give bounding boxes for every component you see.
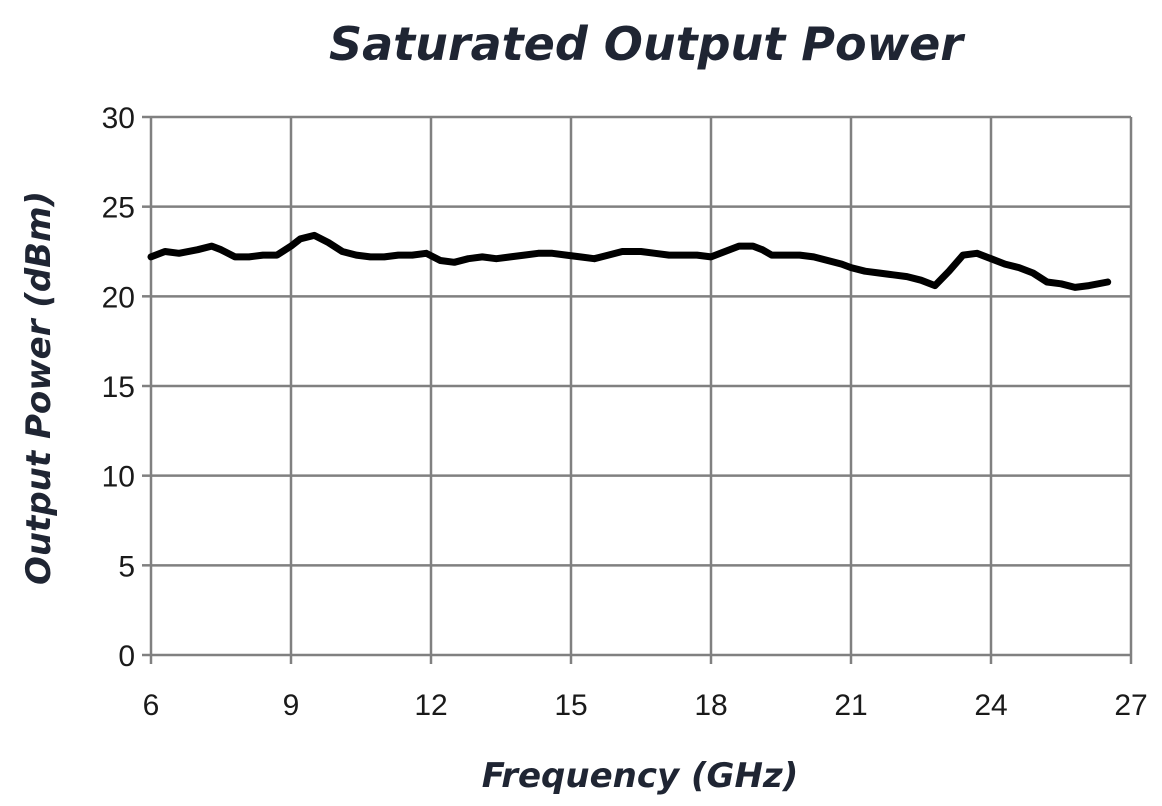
grid [142, 115, 1133, 664]
x-tick-labels: 6 9 12 15 18 21 24 27 [143, 689, 1148, 722]
y-tick-label: 5 [118, 550, 135, 583]
y-tick-label: 25 [102, 192, 135, 225]
series-line [147, 231, 1112, 291]
x-axis-title: Frequency (GHz) [482, 756, 799, 796]
x-tick-label: 15 [554, 689, 587, 722]
y-tick-label: 10 [102, 461, 135, 494]
y-tick-label: 15 [102, 371, 135, 404]
x-tick-label: 24 [974, 689, 1007, 722]
y-tick-label: 0 [118, 640, 135, 673]
x-tick-label: 21 [834, 689, 867, 722]
y-tick-label: 20 [102, 281, 135, 314]
x-tick-label: 6 [143, 689, 160, 722]
x-tick-label: 9 [283, 689, 300, 722]
y-axis-title: Output Power (dBm) [19, 191, 59, 585]
x-tick-label: 27 [1114, 689, 1147, 722]
y-tick-labels: 0 5 10 15 20 25 30 [102, 102, 135, 673]
chart-title: Saturated Output Power [329, 17, 966, 71]
y-tick-label: 30 [102, 102, 135, 135]
x-tick-label: 18 [694, 689, 727, 722]
x-tick-label: 12 [414, 689, 447, 722]
